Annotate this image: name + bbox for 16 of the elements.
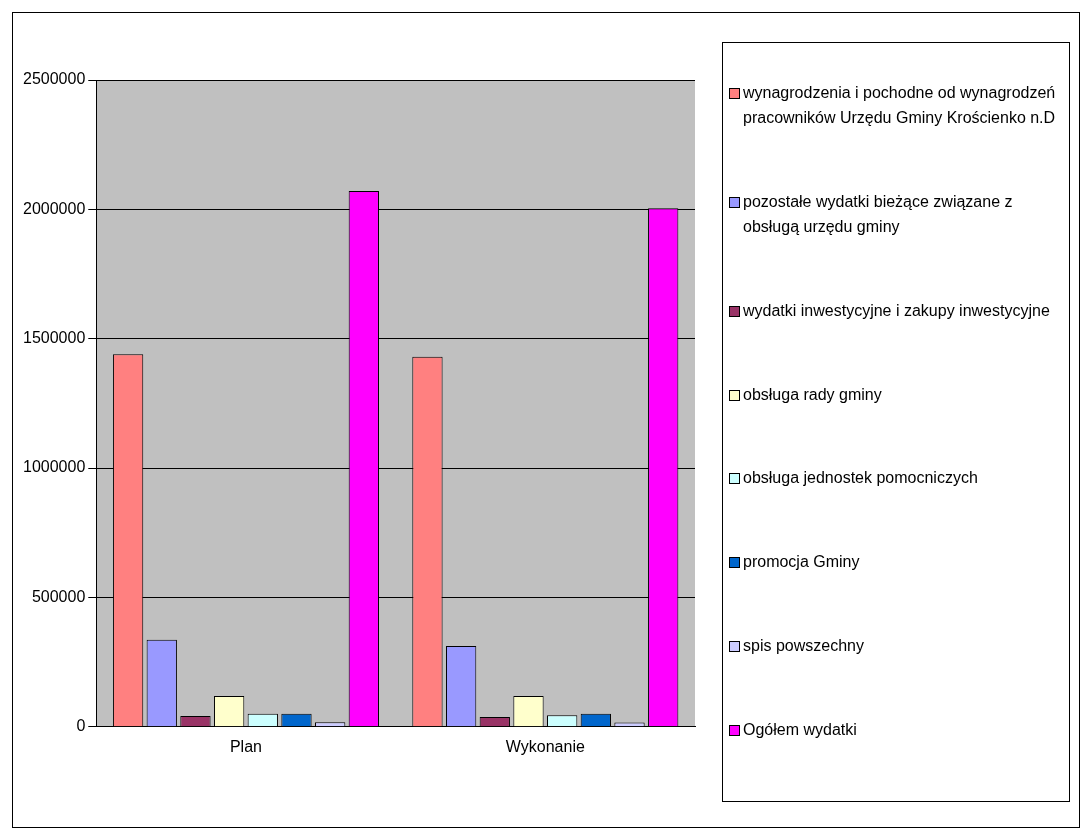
y-tick-label: 2000000 <box>22 199 86 217</box>
legend-label: obsługa jednostek pomocniczych <box>743 468 978 489</box>
y-tick-label: 1500000 <box>22 329 86 347</box>
legend-label: obsługa rady gminy <box>743 384 882 405</box>
legend-label: pozostałe wydatki bieżące związane z obsługą urzędu gminy <box>743 192 1014 238</box>
y-tick-label: 0 <box>76 717 86 735</box>
legend-label: spis powszechny <box>743 635 864 656</box>
legend-label: promocja Gminy <box>743 552 860 573</box>
x-tick-label: Plan <box>229 737 262 755</box>
legend-label: wydatki inwestycyjne i zakupy inwestycyjne <box>743 300 1050 321</box>
y-tick-label: 2500000 <box>22 70 86 88</box>
legend-label: wynagrodzenia i pochodne od wynagrodzeń pracowników Urzędu Gminy Krościenko n.D <box>743 83 1057 129</box>
legend-label: Ogółem wydatki <box>743 719 857 740</box>
x-tick-label: Wykonanie <box>505 737 585 755</box>
y-tick-label: 500000 <box>31 587 86 605</box>
y-tick-label: 1000000 <box>22 458 86 476</box>
